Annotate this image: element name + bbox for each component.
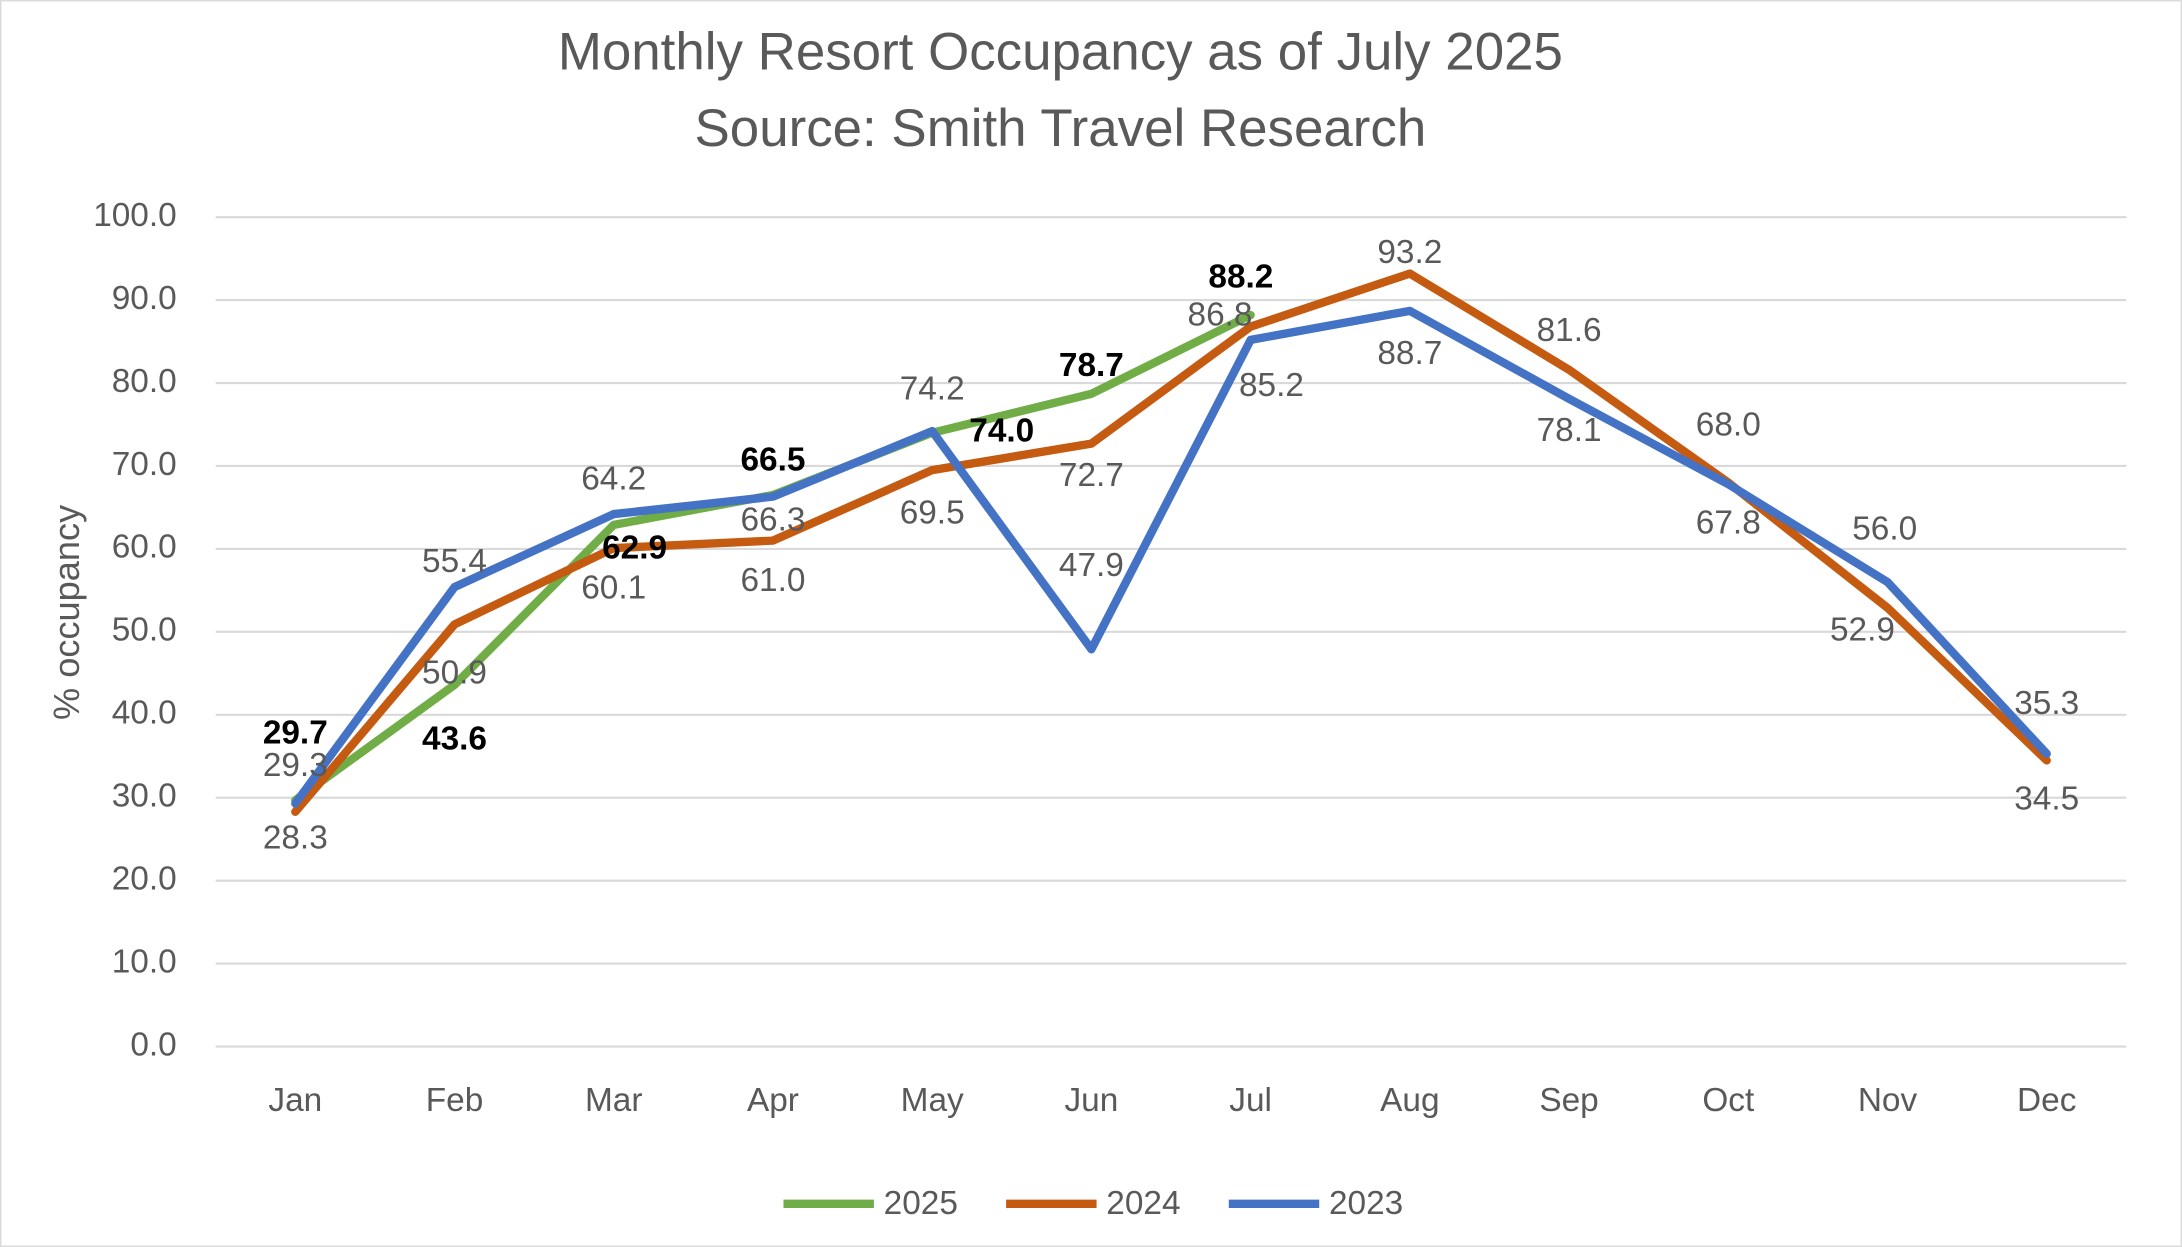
data-label: 68.0 (1696, 407, 1761, 444)
data-label: 55.4 (422, 543, 487, 580)
y-tick-label: 10.0 (112, 943, 177, 980)
data-label: 29.3 (263, 747, 328, 784)
x-tick-label: Oct (1702, 1082, 1755, 1119)
x-tick-label: Nov (1858, 1082, 1918, 1119)
data-label: 61.0 (740, 562, 805, 599)
data-label: 66.3 (740, 502, 805, 539)
x-tick-label: Jun (1064, 1082, 1118, 1119)
data-label: 47.9 (1059, 547, 1124, 584)
data-label: 60.1 (581, 570, 646, 607)
y-tick-label: 100.0 (93, 197, 177, 234)
chart-subtitle: Source: Smith Travel Research (695, 99, 1427, 158)
x-tick-label: May (901, 1082, 964, 1119)
data-label: 86.8 (1188, 297, 1253, 334)
data-label: 88.2 (1208, 259, 1273, 296)
x-tick-label: Jul (1229, 1082, 1272, 1119)
data-label: 88.7 (1377, 335, 1442, 372)
data-label: 35.3 (2014, 685, 2079, 722)
y-tick-label: 20.0 (112, 860, 177, 897)
data-label: 81.6 (1537, 312, 1602, 349)
y-tick-label: 60.0 (112, 529, 177, 566)
x-tick-label: Aug (1380, 1082, 1439, 1119)
x-tick-label: Dec (2017, 1082, 2076, 1119)
y-tick-label: 70.0 (112, 446, 177, 483)
x-tick-label: Sep (1539, 1082, 1598, 1119)
data-label: 50.9 (422, 654, 487, 691)
data-label: 85.2 (1239, 367, 1304, 404)
series-line (291, 306, 2051, 808)
data-label: 66.5 (740, 441, 805, 478)
data-label: 78.1 (1537, 412, 1602, 449)
data-label: 78.7 (1059, 347, 1124, 384)
x-tick-label: Mar (585, 1082, 642, 1119)
x-tick-label: Apr (747, 1082, 799, 1119)
data-label: 74.2 (900, 371, 965, 408)
data-label: 34.5 (2014, 781, 2079, 818)
legend-label: 2023 (1329, 1185, 1403, 1222)
y-axis-label: % occupancy (46, 504, 87, 720)
data-label: 29.7 (263, 715, 328, 752)
data-label: 52.9 (1830, 611, 1895, 648)
x-tick-label: Feb (426, 1082, 484, 1119)
y-tick-label: 80.0 (112, 363, 177, 400)
data-label: 43.6 (422, 720, 487, 757)
legend-label: 2025 (884, 1185, 958, 1222)
data-label: 62.9 (602, 530, 667, 567)
x-tick-label: Jan (268, 1082, 322, 1119)
data-label: 56.0 (1852, 510, 1917, 547)
data-label: 64.2 (581, 460, 646, 497)
legend-label: 2024 (1106, 1185, 1180, 1222)
y-tick-label: 90.0 (112, 280, 177, 317)
data-label: 28.3 (263, 819, 328, 856)
data-label: 93.2 (1377, 234, 1442, 271)
y-tick-label: 0.0 (130, 1026, 176, 1063)
y-tick-label: 50.0 (112, 612, 177, 649)
data-label: 74.0 (969, 413, 1034, 450)
data-label: 72.7 (1059, 457, 1124, 494)
data-label: 67.8 (1696, 504, 1761, 541)
y-tick-label: 30.0 (112, 778, 177, 815)
chart-title: Monthly Resort Occupancy as of July 2025 (558, 23, 1563, 82)
y-tick-label: 40.0 (112, 695, 177, 732)
data-label: 69.5 (900, 494, 965, 531)
